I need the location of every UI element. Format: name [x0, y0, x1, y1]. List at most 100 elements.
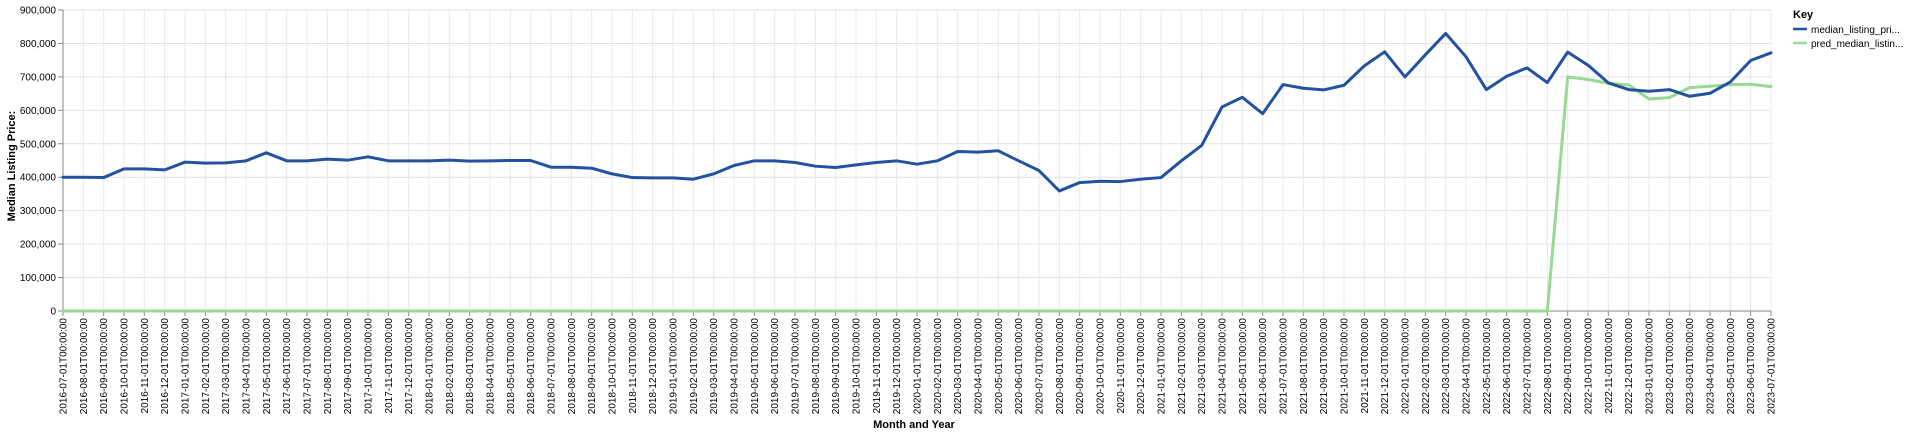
x-tick-label: 2018-11-01T00:00:00 [628, 318, 639, 414]
x-tick-label: 2021-02-01T00:00:00 [1177, 318, 1188, 415]
x-tick-label: 2023-05-01T00:00:00 [1726, 318, 1737, 415]
x-tick-label: 2020-10-01T00:00:00 [1096, 318, 1107, 415]
x-tick-label: 2021-09-01T00:00:00 [1319, 318, 1330, 415]
x-tick-label: 2018-12-01T00:00:00 [648, 318, 659, 415]
x-tick-label: 2017-05-01T00:00:00 [262, 318, 273, 415]
x-tick-label: 2018-08-01T00:00:00 [567, 318, 578, 415]
x-tick-label: 2019-01-01T00:00:00 [669, 318, 680, 415]
x-tick-label: 2023-01-01T00:00:00 [1645, 318, 1656, 415]
x-tick-label: 2018-03-01T00:00:00 [465, 318, 476, 415]
x-tick-label: 2021-10-01T00:00:00 [1340, 318, 1351, 415]
x-tick-label: 2019-09-01T00:00:00 [831, 318, 842, 415]
x-tick-label: 2016-07-01T00:00:00 [59, 318, 70, 415]
x-tick-label: 2023-04-01T00:00:00 [1706, 318, 1717, 415]
y-tick-label: 700,000 [20, 72, 57, 83]
x-tick-label: 2019-12-01T00:00:00 [892, 318, 903, 415]
x-tick-label: 2018-04-01T00:00:00 [486, 318, 497, 415]
x-tick-label: 2019-05-01T00:00:00 [750, 318, 761, 415]
y-tick-label: 0 [50, 307, 56, 318]
x-tick-label: 2020-06-01T00:00:00 [1014, 318, 1025, 415]
x-tick-label: 2017-06-01T00:00:00 [282, 318, 293, 415]
x-tick-label: 2021-08-01T00:00:00 [1299, 318, 1310, 415]
x-tick-label: 2018-02-01T00:00:00 [445, 318, 456, 415]
x-tick-label: 2017-08-01T00:00:00 [323, 318, 334, 415]
x-tick-label: 2021-06-01T00:00:00 [1258, 318, 1269, 415]
legend-label-0: median_listing_pri... [1811, 25, 1900, 36]
series-lines [61, 31, 1773, 313]
legend-title: Key [1793, 9, 1814, 21]
x-tick-label: 2019-08-01T00:00:00 [811, 318, 822, 415]
y-axis: 0 100,000 200,000 300,000 400,000 500,000 600,… [20, 6, 64, 318]
x-tick-label: 2021-05-01T00:00:00 [1238, 318, 1249, 415]
x-tick-label: 2020-12-01T00:00:00 [1136, 318, 1147, 415]
x-tick-label: 2020-11-01T00:00:00 [1116, 318, 1127, 414]
x-tick-label: 2022-04-01T00:00:00 [1462, 318, 1473, 415]
x-tick-label: 2018-05-01T00:00:00 [506, 318, 517, 415]
x-tick-label: 2017-11-01T00:00:00 [384, 318, 395, 414]
x-tick-label: 2021-01-01T00:00:00 [1157, 318, 1168, 415]
grid [62, 9, 1772, 312]
x-tick-label: 2017-09-01T00:00:00 [343, 318, 354, 415]
x-tick-label: 2022-05-01T00:00:00 [1482, 318, 1493, 415]
x-tick-label: 2023-02-01T00:00:00 [1665, 318, 1676, 415]
y-tick-label: 400,000 [20, 173, 57, 184]
x-tick-label: 2018-07-01T00:00:00 [547, 318, 558, 415]
x-tick-label: 2017-03-01T00:00:00 [221, 318, 232, 415]
x-axis-title: Month and Year [873, 419, 955, 431]
x-tick-label: 2016-11-01T00:00:00 [140, 318, 151, 414]
x-tick-label: 2022-11-01T00:00:00 [1604, 318, 1615, 414]
x-tick-label: 2022-01-01T00:00:00 [1401, 318, 1412, 415]
x-tick-label: 2016-10-01T00:00:00 [120, 318, 131, 415]
x-tick-label: 2022-02-01T00:00:00 [1421, 318, 1432, 415]
x-tick-label: 2017-04-01T00:00:00 [242, 318, 253, 415]
x-tick-label: 2020-04-01T00:00:00 [974, 318, 985, 415]
x-tick-label: 2016-12-01T00:00:00 [160, 318, 171, 415]
y-tick-label: 200,000 [20, 240, 57, 251]
x-tick-label: 2020-07-01T00:00:00 [1035, 318, 1046, 415]
x-tick-label: 2017-12-01T00:00:00 [404, 318, 415, 415]
x-tick-label: 2022-10-01T00:00:00 [1584, 318, 1595, 415]
x-tick-label: 2018-09-01T00:00:00 [587, 318, 598, 415]
x-tick-label: 2018-10-01T00:00:00 [608, 318, 619, 415]
x-tick-label: 2017-10-01T00:00:00 [364, 318, 375, 415]
x-tick-label: 2023-06-01T00:00:00 [1746, 318, 1757, 415]
x-tick-label: 2022-08-01T00:00:00 [1543, 318, 1554, 415]
x-tick-label: 2020-08-01T00:00:00 [1055, 318, 1066, 415]
x-tick-label: 2019-02-01T00:00:00 [689, 318, 700, 415]
x-tick-label: 2019-04-01T00:00:00 [730, 318, 741, 415]
x-tick-label: 2023-07-01T00:00:00 [1767, 318, 1778, 415]
y-tick-label: 100,000 [20, 273, 57, 284]
x-tick-label: 2021-03-01T00:00:00 [1197, 318, 1208, 415]
x-tick-label: 2023-03-01T00:00:00 [1685, 318, 1696, 415]
x-tick-label: 2016-09-01T00:00:00 [99, 318, 110, 415]
x-tick-label: 2021-04-01T00:00:00 [1218, 318, 1229, 415]
x-tick-label: 2022-12-01T00:00:00 [1624, 318, 1635, 415]
y-tick-label: 800,000 [20, 39, 57, 50]
x-tick-label: 2022-03-01T00:00:00 [1441, 318, 1452, 415]
x-tick-label: 2019-03-01T00:00:00 [709, 318, 720, 415]
x-tick-label: 2020-05-01T00:00:00 [994, 318, 1005, 415]
y-tick-label: 500,000 [20, 139, 57, 150]
x-tick-label: 2017-07-01T00:00:00 [303, 318, 314, 415]
x-tick-label: 2019-07-01T00:00:00 [791, 318, 802, 415]
x-tick-label: 2020-03-01T00:00:00 [953, 318, 964, 415]
x-tick-label: 2022-06-01T00:00:00 [1502, 318, 1513, 415]
y-axis-title: Median Listing Price: [6, 111, 18, 222]
x-tick-label: 2021-07-01T00:00:00 [1279, 318, 1290, 415]
y-tick-label: 600,000 [20, 106, 57, 117]
x-tick-label: 2021-12-01T00:00:00 [1380, 318, 1391, 415]
legend: Key median_listing_pri... pred_median_lis… [1793, 9, 1903, 50]
legend-label-1: pred_median_listin... [1811, 39, 1903, 50]
x-tick-label: 2017-01-01T00:00:00 [181, 318, 192, 415]
x-tick-label: 2022-09-01T00:00:00 [1563, 318, 1574, 415]
y-tick-label: 300,000 [20, 206, 57, 217]
x-tick-label: 2020-01-01T00:00:00 [913, 318, 924, 415]
series-line-0 [61, 31, 1773, 193]
x-tick-label: 2020-09-01T00:00:00 [1075, 318, 1086, 415]
x-tick-label: 2017-02-01T00:00:00 [201, 318, 212, 415]
x-tick-label: 2019-10-01T00:00:00 [852, 318, 863, 415]
x-tick-label: 2020-02-01T00:00:00 [933, 318, 944, 415]
x-tick-label: 2016-08-01T00:00:00 [79, 318, 90, 415]
x-tick-label: 2019-06-01T00:00:00 [770, 318, 781, 415]
